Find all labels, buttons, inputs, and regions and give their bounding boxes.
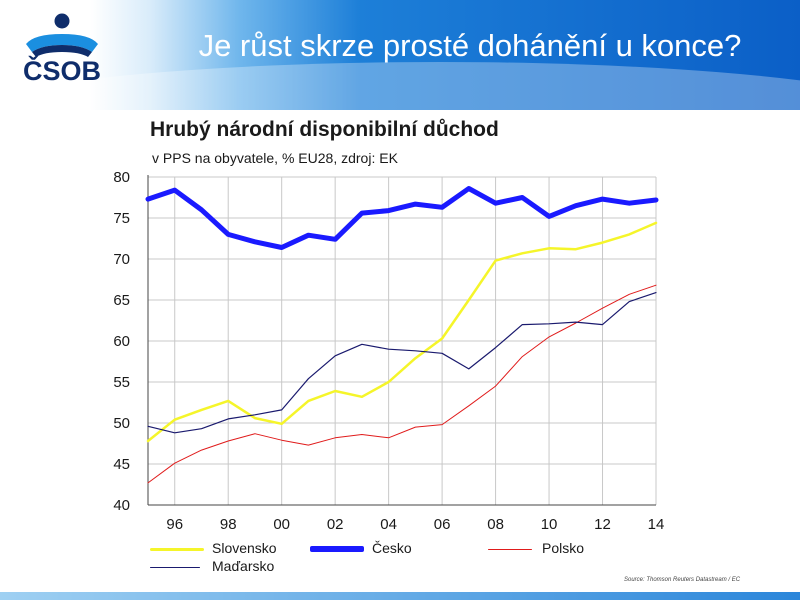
x-tick-label: 96 — [166, 516, 183, 533]
x-tick-label: 10 — [541, 516, 558, 533]
series-line-cesko — [145, 186, 659, 250]
x-tick-label: 00 — [273, 516, 290, 533]
x-tick-label: 98 — [220, 516, 237, 533]
legend-swatch-madarsko — [150, 567, 200, 568]
y-tick-label: 40 — [113, 497, 130, 514]
series-line-madarsko — [147, 292, 657, 434]
legend-swatch-cesko — [310, 546, 364, 552]
legend-label-polsko: Polsko — [542, 540, 585, 556]
logo-text: ČSOB — [22, 56, 101, 86]
y-tick-label: 50 — [113, 415, 130, 432]
series-lines — [145, 186, 659, 484]
source-note: Source: Thomson Reuters Datastream / EC — [624, 577, 741, 583]
chart-subtitle: v PPS na obyvatele, % EU28, zdroj: EK — [152, 150, 398, 166]
y-tick-label: 60 — [113, 333, 130, 350]
header-banner: ČSOB Je růst skrze prosté dohánění u kon… — [0, 0, 800, 110]
grid — [148, 176, 657, 506]
csob-logo: ČSOB — [12, 12, 112, 92]
legend-label-madarsko: Maďarsko — [212, 558, 275, 574]
legend-swatch-polsko — [488, 549, 532, 550]
y-tick-label: 70 — [113, 251, 130, 268]
y-tick-label: 55 — [113, 374, 130, 391]
x-tick-label: 12 — [594, 516, 611, 533]
series-line-polsko — [147, 284, 657, 484]
x-tick-label: 04 — [380, 516, 397, 533]
x-tick-label: 14 — [648, 516, 665, 533]
legend-swatch-slovensko — [150, 548, 204, 551]
series-line-slovensko — [146, 221, 658, 443]
y-tick-label: 45 — [113, 456, 130, 473]
csob-logo-icon — [26, 13, 98, 57]
legend-label-slovensko: Slovensko — [212, 540, 277, 556]
axes: 40 45 50 55 60 65 70 75 80 96 98 00 02 04 06 08 10 12 14 — [113, 169, 664, 533]
y-tick-label: 75 — [113, 210, 130, 227]
x-tick-label: 02 — [327, 516, 344, 533]
slide-title: Je růst skrze prosté dohánění u konce? — [198, 28, 742, 63]
legend-label-cesko: Česko — [372, 540, 412, 556]
chart-title: Hrubý národní disponibilní důchod — [150, 118, 499, 141]
x-tick-label: 06 — [434, 516, 451, 533]
y-tick-label: 65 — [113, 292, 130, 309]
x-tick-label: 08 — [487, 516, 504, 533]
bottom-bar — [0, 592, 800, 600]
y-tick-label: 80 — [113, 169, 130, 186]
